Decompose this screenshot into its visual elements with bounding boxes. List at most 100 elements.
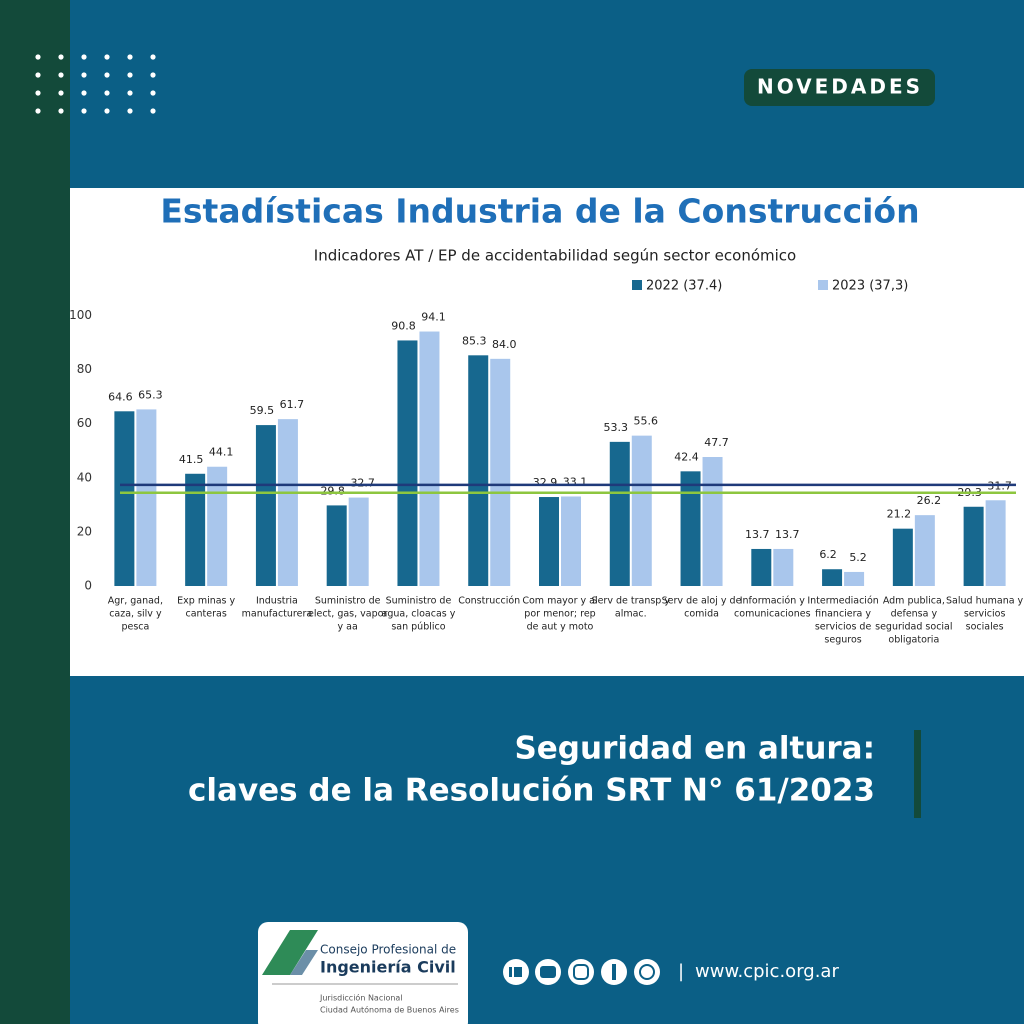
side-strip — [0, 0, 70, 1024]
bar — [963, 506, 984, 586]
x-tick-label: agua, cloacas y — [382, 609, 456, 620]
bar — [277, 419, 298, 586]
dot — [81, 108, 87, 114]
dot — [127, 54, 133, 60]
headline-bar — [914, 730, 921, 818]
x-tick-label: Información y — [740, 596, 806, 607]
x-tick-label: manufacturera — [242, 609, 313, 620]
chart-title: Estadísticas Industria de la Construcció… — [160, 192, 919, 231]
bar — [751, 548, 772, 586]
data-label: 33.1 — [563, 475, 588, 488]
bar — [468, 355, 489, 586]
icon-glyph — [639, 964, 655, 980]
bar — [490, 358, 511, 586]
bar — [419, 331, 440, 586]
data-label: 55.6 — [634, 415, 659, 428]
icon-glyph — [540, 966, 556, 978]
data-label: 26.2 — [917, 494, 942, 507]
x-tick-label: y aa — [338, 622, 358, 633]
x-tick-label: Industria — [256, 596, 298, 607]
bar — [255, 425, 276, 586]
bar — [348, 497, 369, 586]
dot — [104, 54, 110, 60]
data-label: 5.2 — [849, 551, 867, 564]
x-tick-label: caza, silv y — [109, 609, 162, 620]
legend-swatch — [632, 280, 642, 290]
logo-text: Ingeniería Civil — [320, 958, 456, 977]
chart-panel — [70, 188, 1024, 676]
data-label: 42.4 — [674, 450, 699, 463]
logo-box — [258, 922, 468, 1024]
dot — [58, 54, 64, 60]
bar — [207, 466, 228, 586]
data-label: 44.1 — [209, 446, 234, 459]
legend-swatch — [818, 280, 828, 290]
x-tick-label: Exp minas y — [177, 596, 235, 607]
dot — [104, 72, 110, 78]
dot — [104, 108, 110, 114]
icon-glyph — [514, 967, 522, 977]
data-label: 59.5 — [250, 404, 275, 417]
x-tick-label: Com mayor y al — [522, 596, 597, 607]
dot — [81, 90, 87, 96]
bar — [561, 496, 581, 586]
bar — [773, 548, 794, 586]
x-tick-label: almac. — [615, 609, 647, 620]
bar — [702, 457, 723, 586]
data-label: 53.3 — [604, 421, 629, 434]
icon-glyph — [509, 967, 512, 977]
icon-glyph — [573, 964, 589, 980]
bar — [914, 515, 935, 586]
separator: | — [678, 961, 684, 982]
x-tick-label: Agr, ganad, — [108, 596, 163, 607]
x-tick-label: Intermediación — [807, 596, 878, 607]
bar — [185, 473, 206, 586]
x-tick-label: san público — [391, 622, 445, 633]
x-tick-label: Serv de transp y — [592, 596, 671, 607]
legend-label: 2023 (37,3) — [832, 279, 908, 294]
dot-pattern — [35, 54, 156, 114]
x-tick-label: Construcción — [458, 596, 520, 607]
bar — [822, 569, 843, 586]
dot — [35, 72, 41, 78]
x-tick-label: de aut y moto — [527, 622, 594, 633]
bar — [136, 409, 157, 586]
dot — [150, 54, 156, 60]
y-tick-label: 60 — [77, 416, 92, 430]
data-label: 32.7 — [350, 477, 375, 490]
x-tick-label: servicios de — [815, 622, 872, 633]
data-label: 65.3 — [138, 388, 163, 401]
x-tick-label: Suministro de — [315, 596, 381, 607]
data-label: 13.7 — [745, 528, 770, 541]
icon-glyph — [612, 964, 616, 980]
dot — [150, 108, 156, 114]
website-link[interactable]: www.cpic.org.ar — [695, 961, 839, 982]
data-label: 64.6 — [108, 390, 133, 403]
bar — [844, 571, 865, 586]
x-tick-label: por menor; rep — [524, 609, 595, 620]
dot — [81, 54, 87, 60]
y-tick-label: 100 — [69, 308, 92, 322]
x-tick-label: comunicaciones — [734, 609, 811, 620]
x-tick-label: financiera y — [815, 609, 871, 620]
logo-text: Jurisdicción Nacional — [319, 993, 403, 1003]
data-label: 85.3 — [462, 334, 487, 347]
social-icons — [503, 959, 660, 985]
instagram-icon[interactable] — [568, 959, 594, 985]
data-label: 6.2 — [819, 548, 837, 561]
x-tick-label: pesca — [121, 622, 149, 633]
headline: claves de la Resolución SRT N° 61/2023 — [188, 773, 875, 809]
dot — [58, 72, 64, 78]
data-label: 84.0 — [492, 338, 517, 351]
y-tick-label: 40 — [77, 470, 92, 484]
whatsapp-icon[interactable] — [634, 959, 660, 985]
logo-text: Consejo Profesional de — [320, 943, 456, 957]
x-tick-label: seguros — [824, 635, 861, 646]
data-label: 29.8 — [320, 484, 345, 497]
dot — [150, 90, 156, 96]
dot — [35, 90, 41, 96]
x-tick-label: Salud humana y — [946, 596, 1024, 607]
dot — [35, 54, 41, 60]
data-label: 21.2 — [887, 508, 912, 521]
